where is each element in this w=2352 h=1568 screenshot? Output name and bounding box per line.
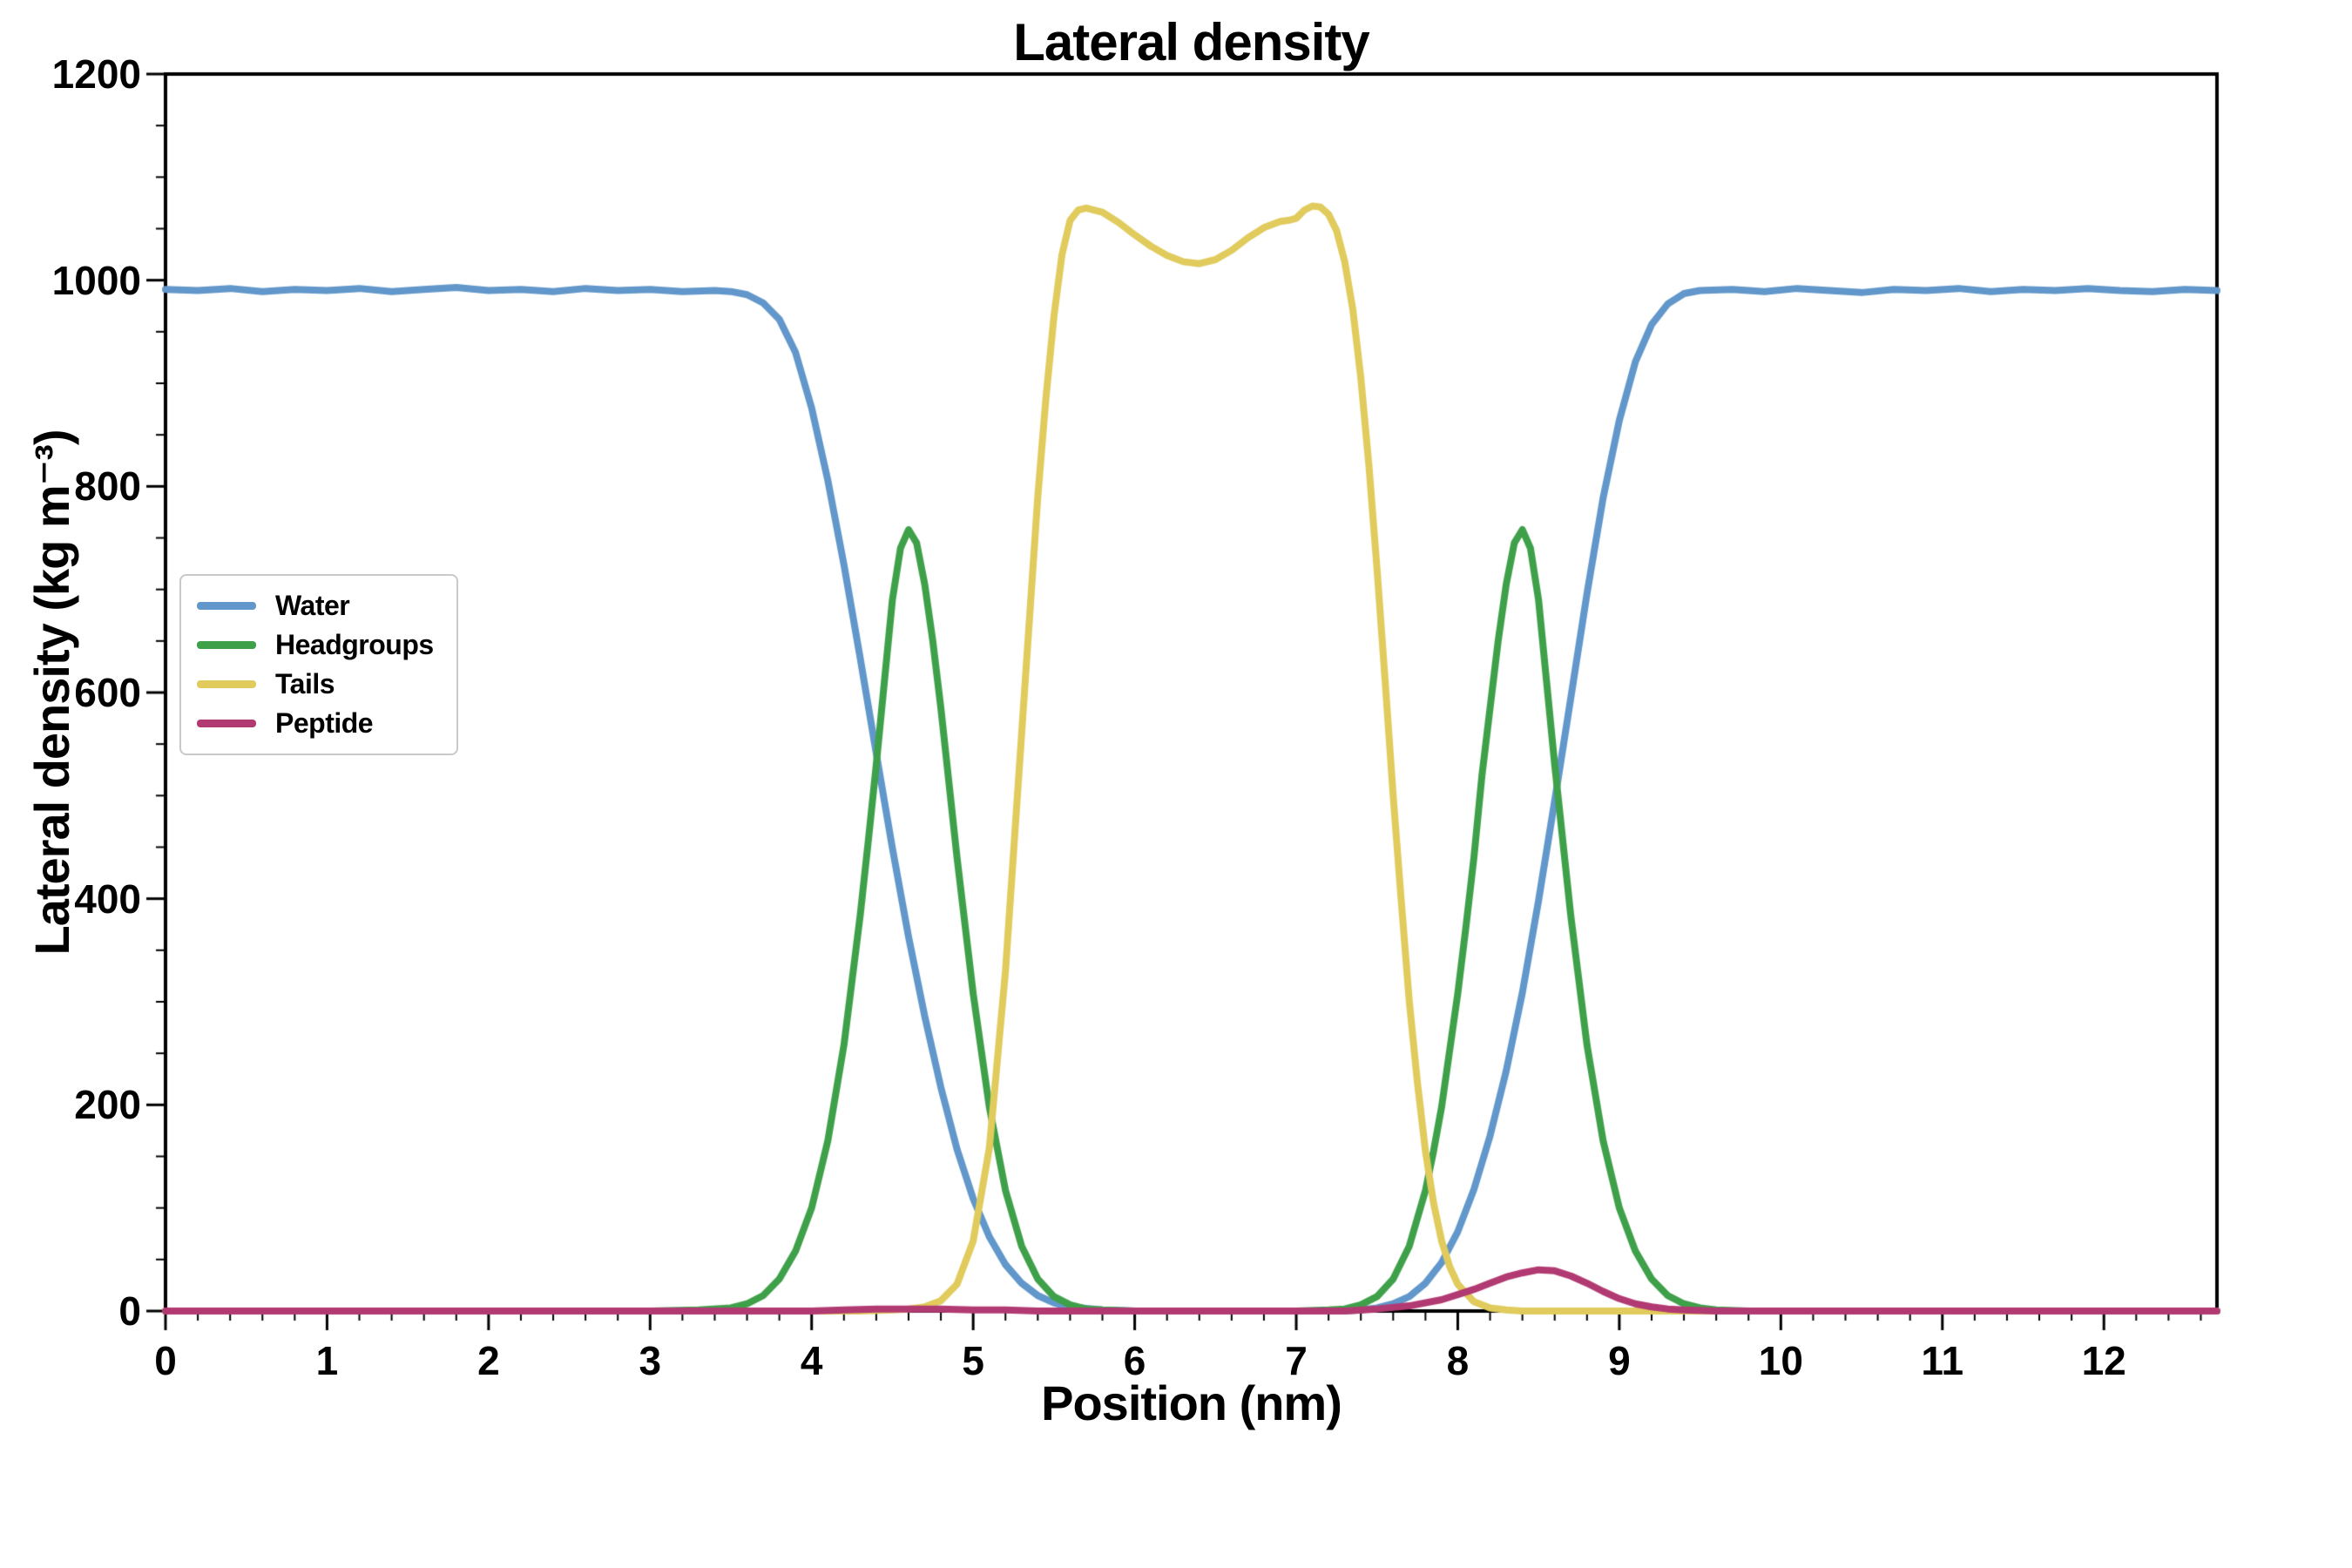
- x-tick-label: 3: [639, 1338, 662, 1383]
- y-tick-label: 600: [74, 670, 141, 715]
- y-tick-label: 400: [74, 875, 141, 922]
- y-tick-label: 0: [118, 1288, 141, 1334]
- x-tick-label: 4: [800, 1338, 823, 1383]
- legend-label-water: Water: [275, 590, 350, 621]
- x-tick-label: 1: [315, 1338, 339, 1383]
- y-tick-label: 200: [74, 1082, 141, 1128]
- x-tick-label: 5: [962, 1338, 984, 1383]
- legend-swatch-tails: [197, 680, 256, 688]
- legend-item-tails: Tails: [197, 665, 434, 704]
- x-tick-label: 9: [1608, 1338, 1631, 1383]
- legend-swatch-water: [197, 602, 256, 610]
- x-tick-label: 8: [1446, 1338, 1470, 1383]
- legend-swatch-peptide: [197, 720, 256, 727]
- legend-item-water: Water: [197, 586, 434, 625]
- y-tick-label: 1000: [51, 257, 141, 303]
- x-tick-label: 0: [154, 1338, 177, 1383]
- x-tick-label: 11: [1921, 1338, 1964, 1383]
- legend-label-tails: Tails: [275, 668, 335, 700]
- legend-label-peptide: Peptide: [275, 707, 374, 739]
- legend-item-peptide: Peptide: [197, 704, 434, 743]
- legend-swatch-headgroups: [197, 641, 256, 649]
- x-tick-label: 6: [1123, 1338, 1146, 1383]
- legend: Water Headgroups Tails Peptide: [179, 574, 458, 755]
- x-axis-label: Position (nm): [1041, 1375, 1342, 1430]
- y-tick-label: 800: [74, 463, 141, 510]
- legend-item-headgroups: Headgroups: [197, 625, 434, 665]
- x-tick-label: 2: [477, 1338, 500, 1383]
- x-tick-label: 10: [1758, 1338, 1803, 1383]
- legend-label-headgroups: Headgroups: [275, 629, 434, 660]
- chart-title: Lateral density: [1013, 13, 1370, 71]
- x-tick-label: 12: [2081, 1338, 2126, 1383]
- y-tick-label: 1200: [51, 51, 141, 97]
- y-axis-label: Lateral density (kg m⁻³): [24, 429, 79, 956]
- x-tick-label: 7: [1285, 1338, 1308, 1383]
